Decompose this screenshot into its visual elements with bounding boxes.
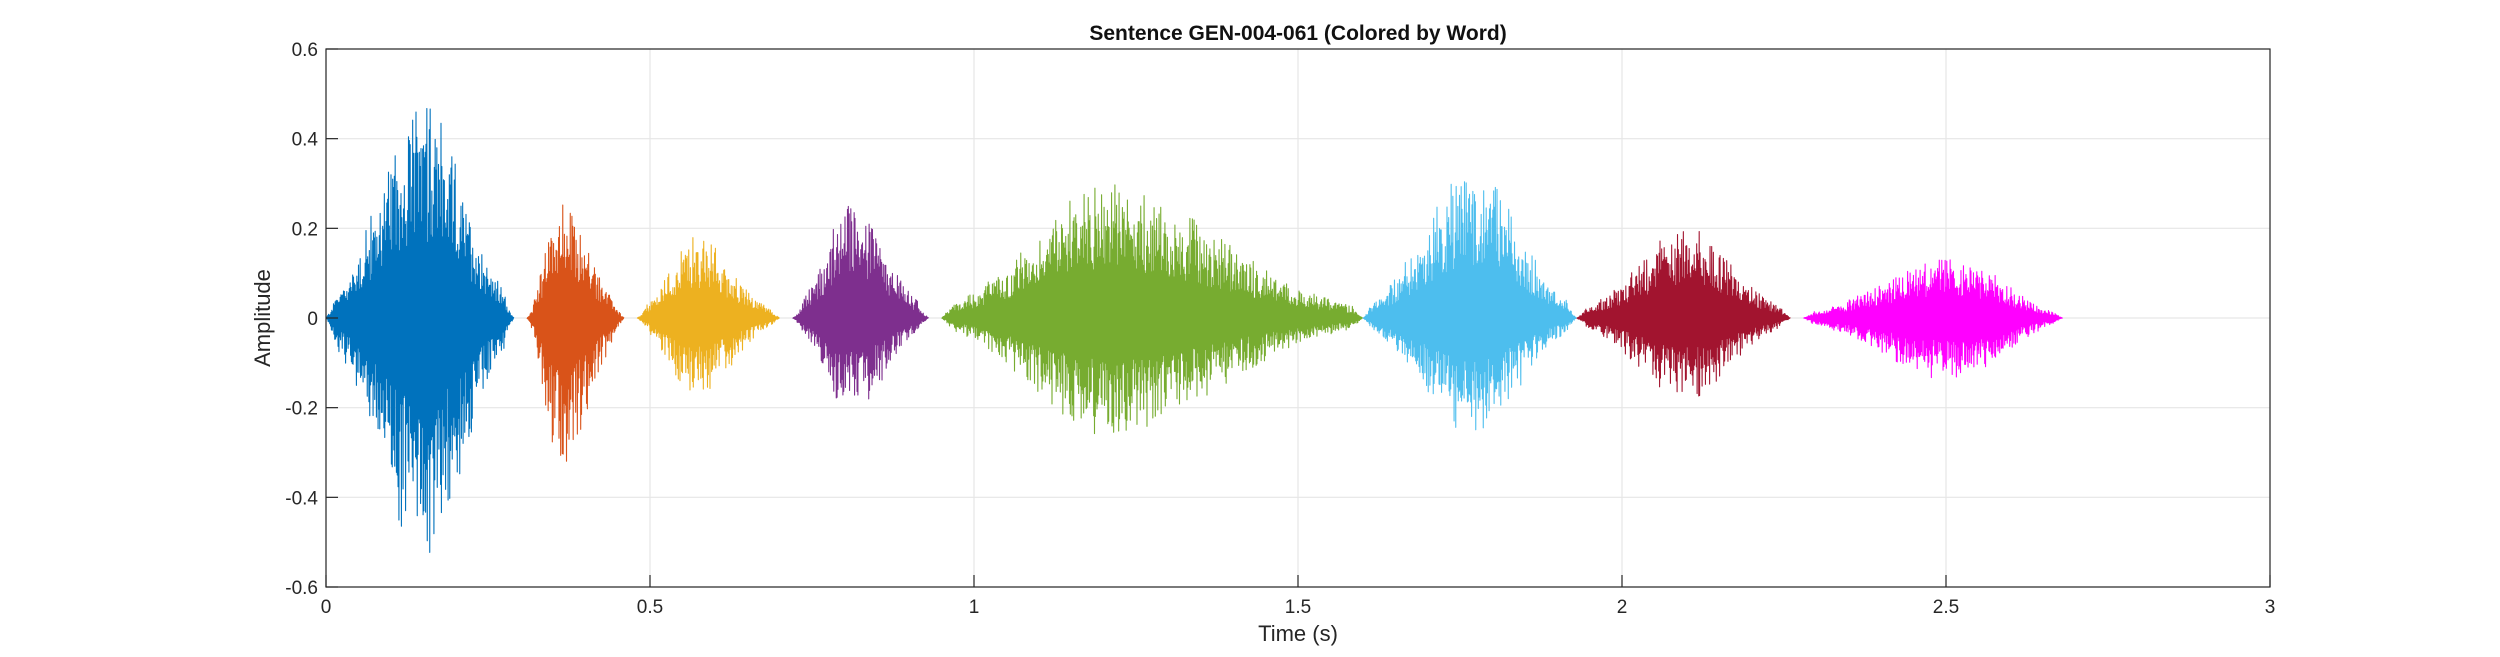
x-axis-label: Time (s): [1258, 621, 1338, 646]
y-tick-label: -0.4: [285, 488, 318, 509]
word-waveform-7: [1576, 231, 1791, 397]
y-tick-label: -0.2: [285, 399, 318, 420]
word-waveform-5: [941, 184, 1363, 435]
x-tick-label: 1: [969, 597, 980, 618]
x-tick-label: 2.5: [1933, 597, 1959, 618]
series-group: [325, 107, 2063, 553]
y-tick-label: 0.6: [292, 40, 318, 61]
x-tick-label: 2: [1617, 597, 1628, 618]
y-axis-label: Amplitude: [250, 269, 275, 367]
word-waveform-8: [1803, 259, 2063, 379]
word-waveform-1: [325, 107, 515, 553]
x-tick-label: 0.5: [637, 597, 663, 618]
word-waveform-2: [526, 204, 625, 462]
word-waveform-6: [1362, 181, 1577, 431]
x-tick-label: 3: [2265, 597, 2276, 618]
word-waveform-4: [792, 205, 929, 400]
y-tick-label: -0.6: [285, 578, 318, 599]
axis-ticks: 0 0.5 1 1.5 2 2.5 3 -0.6 -0.4 -0.2 0 0.2 0.4 0.6: [285, 40, 2275, 618]
chart-title: Sentence GEN-004-061 (Colored by Word): [1089, 22, 1506, 45]
x-tick-label: 1.5: [1285, 597, 1311, 618]
y-tick-label: 0: [307, 309, 318, 330]
y-tick-label: 0.4: [292, 130, 319, 151]
y-tick-label: 0.2: [292, 219, 318, 240]
word-waveform-3: [636, 237, 780, 391]
x-tick-label: 0: [321, 597, 332, 618]
